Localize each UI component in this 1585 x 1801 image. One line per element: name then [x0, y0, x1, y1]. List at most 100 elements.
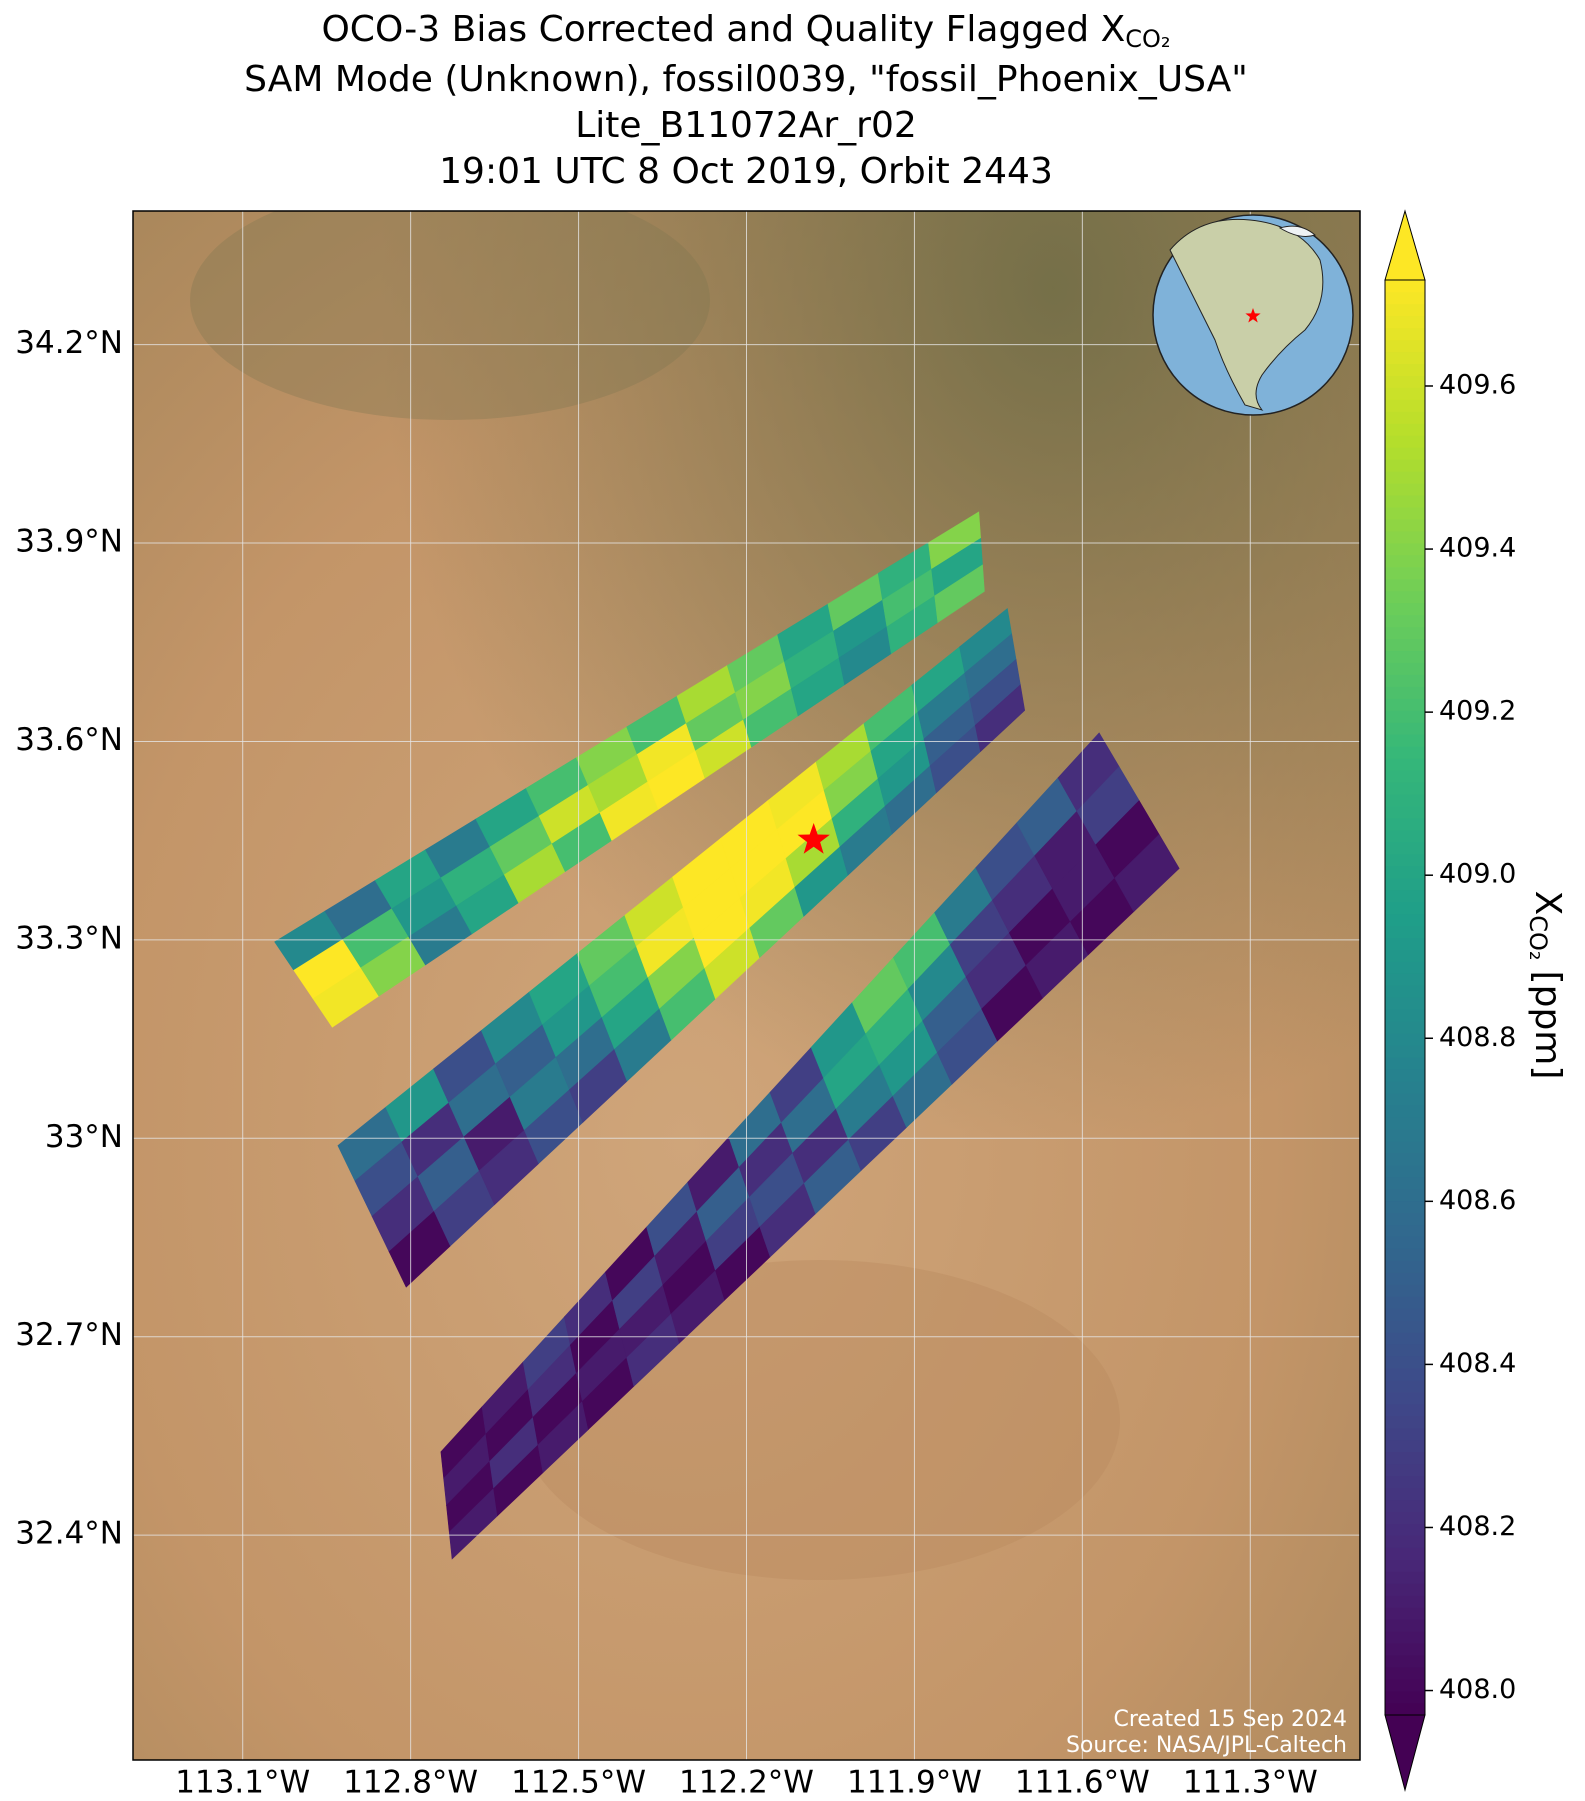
colorbar-segment: [1385, 1367, 1425, 1381]
y-tick-label: 33.3°N: [15, 920, 123, 956]
colorbar-segment: [1385, 1619, 1425, 1632]
colorbar-segment: [1385, 1427, 1425, 1441]
colorbar-segment: [1385, 722, 1425, 735]
colorbar-segment: [1385, 530, 1425, 544]
title-text: OCO-3 Bias Corrected and Quality Flagged…: [321, 9, 1125, 50]
colorbar-segment: [1385, 817, 1425, 831]
colorbar-segment: [1385, 793, 1425, 807]
colorbar-segment: [1385, 1666, 1425, 1680]
colorbar-segment: [1385, 1678, 1425, 1692]
colorbar-segment: [1385, 1021, 1425, 1034]
colorbar-segment: [1385, 1116, 1425, 1130]
x-tick-label: 112.8°W: [343, 1765, 478, 1801]
colorbar-tick-label: 409.6: [1439, 369, 1516, 400]
colorbar-segment: [1385, 315, 1425, 329]
target-star: [797, 822, 830, 854]
globe-target: [1245, 308, 1261, 323]
colorbar-segment: [1385, 877, 1425, 891]
title-line: 19:01 UTC 8 Oct 2019, Orbit 2443: [439, 151, 1053, 192]
x-tick-label: 112.5°W: [511, 1765, 646, 1801]
colorbar-segment: [1385, 1511, 1425, 1524]
colorbar-segment: [1385, 985, 1425, 998]
swath-cell: [934, 564, 985, 623]
globe-star: [1245, 308, 1261, 323]
colorbar-segment: [1385, 435, 1425, 448]
x-tick-label: 112.2°W: [679, 1765, 814, 1801]
y-tick-label: 34.2°N: [15, 325, 123, 361]
colorbar-segment: [1385, 949, 1425, 962]
colorbar-label: XCO₂ [ppm]: [1524, 891, 1568, 1080]
colorbar-segment: [1385, 1236, 1425, 1249]
colorbar-segment: [1385, 973, 1425, 986]
colorbar-frame: [1384, 279, 1426, 1716]
colorbar-segment: [1385, 889, 1425, 903]
colorbar-segment: [1385, 542, 1425, 556]
colorbar-segment: [1385, 459, 1425, 472]
colorbar-segment: [1385, 961, 1425, 974]
y-tick-label: 32.7°N: [15, 1317, 123, 1353]
colorbar-segment: [1385, 339, 1425, 353]
colorbar-label-subscript: CO₂: [1524, 915, 1552, 960]
colorbar-segment: [1385, 423, 1425, 436]
colorbar-segment: [1385, 1128, 1425, 1142]
colorbar-segment: [1385, 554, 1425, 568]
colorbar-segment: [1385, 1320, 1425, 1333]
y-tick-label: 32.4°N: [15, 1516, 123, 1552]
colorbar-segment: [1385, 1308, 1425, 1321]
colorbar-segment: [1385, 1702, 1425, 1716]
colorbar-segment: [1385, 351, 1425, 365]
colorbar-segment: [1385, 865, 1425, 879]
title-line: SAM Mode (Unknown), fossil0039, "fossil_…: [244, 59, 1248, 100]
colorbar-segment: [1385, 1642, 1425, 1656]
colorbar-segment: [1385, 662, 1425, 675]
colorbar-segment: [1385, 1056, 1425, 1070]
colorbar-segment: [1385, 1463, 1425, 1477]
colorbar-segment: [1385, 1045, 1425, 1058]
colorbar-segment: [1385, 781, 1425, 795]
colorbar-segment: [1385, 590, 1425, 604]
colorbar-segment: [1385, 1535, 1425, 1548]
colorbar-segment: [1385, 1343, 1425, 1357]
colorbar-tick-label: 409.2: [1439, 696, 1516, 727]
colorbar-segment: [1385, 1212, 1425, 1226]
colorbar-segment: [1385, 841, 1425, 855]
colorbar-segment: [1385, 638, 1425, 652]
colorbar-segment: [1385, 578, 1425, 592]
colorbar-extend: [1384, 1714, 1426, 1792]
colorbar-segment: [1385, 1092, 1425, 1106]
colorbar-segment: [1385, 1523, 1425, 1536]
x-tick-label: 111.3°W: [1183, 1765, 1318, 1801]
colorbar-segment: [1385, 1355, 1425, 1369]
colorbar-segment: [1385, 506, 1425, 520]
colorbar-segment: [1385, 1559, 1425, 1572]
colorbar-segment: [1385, 1140, 1425, 1154]
x-tick-label: 113.1°W: [175, 1765, 310, 1801]
swath-cell: [974, 684, 1026, 753]
colorbar-tick-label: 408.4: [1439, 1348, 1516, 1379]
colorbar-segment: [1385, 1571, 1425, 1584]
colorbar-segment: [1385, 327, 1425, 341]
swath-cell: [1114, 834, 1180, 913]
colorbar-extend: [1384, 209, 1426, 281]
colorbar-segment: [1385, 1379, 1425, 1393]
colorbar-segment: [1385, 303, 1425, 317]
colorbar-segment: [1385, 650, 1425, 663]
colorbar-segment: [1385, 1200, 1425, 1214]
colorbar-segment: [1385, 1188, 1425, 1202]
colorbar-segment: [1385, 1296, 1425, 1309]
colorbar-segment: [1385, 925, 1425, 939]
colorbar-segment: [1385, 853, 1425, 867]
grid: [133, 211, 1360, 1760]
x-tick-label: 111.9°W: [847, 1765, 982, 1801]
colorbar-tick-label: 408.6: [1439, 1185, 1516, 1216]
colorbar-segment: [1385, 1248, 1425, 1261]
colorbar-segment: [1385, 1654, 1425, 1668]
colorbar-segment: [1385, 1403, 1425, 1417]
colorbar-segment: [1385, 805, 1425, 819]
colorbar-segment: [1385, 1547, 1425, 1560]
colorbar-segment: [1385, 387, 1425, 400]
title-line: Lite_B11072Ar_r02: [575, 105, 917, 146]
swaths: [274, 511, 1180, 1560]
y-tick-label: 33°N: [45, 1119, 123, 1155]
